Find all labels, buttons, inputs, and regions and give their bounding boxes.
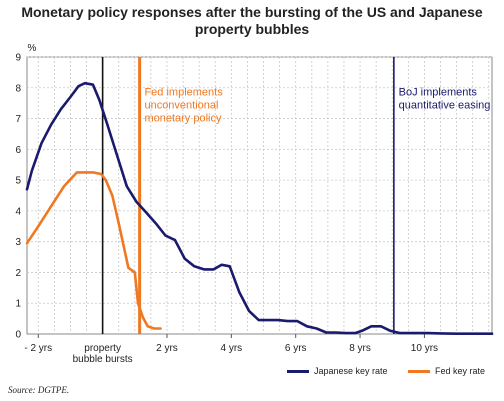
chart-title-line-2: property bubbles	[194, 21, 310, 37]
bubble-burst-label-0: property	[84, 343, 121, 354]
bubble-burst-label-1: bubble bursts	[73, 354, 133, 365]
legend-label-japanese: Japanese key rate	[314, 366, 388, 376]
legend-fed: Fed key rate	[408, 366, 485, 376]
x-tick-label-1: 2 yrs	[156, 343, 178, 354]
source-note: Source: DGTPE.	[8, 385, 70, 395]
chart-title-line-1: Monetary policy responses after the burs…	[21, 4, 483, 20]
y-tick-label-6: 6	[15, 145, 21, 156]
y-tick-label-1: 1	[15, 299, 21, 310]
annotation-0-line-1: unconventional	[144, 99, 218, 111]
legend-swatch-japanese	[287, 369, 309, 373]
x-tick-label-0: - 2 yrs	[24, 343, 52, 354]
y-tick-label-0: 0	[15, 330, 21, 341]
y-axis-unit: %	[28, 43, 37, 54]
y-tick-label-4: 4	[15, 206, 21, 217]
plot-area	[26, 56, 493, 335]
annotation-0-line-0: Fed implements	[144, 86, 223, 98]
x-tick-label-3: 6 yrs	[285, 343, 307, 354]
y-tick-label-8: 8	[15, 83, 21, 94]
y-tick-label-2: 2	[15, 268, 21, 279]
chart-title: Monetary policy responses after the burs…	[0, 4, 504, 38]
y-tick-label-3: 3	[15, 237, 21, 248]
annotation-1-line-1: quantitative easing	[399, 99, 491, 111]
series-line-fed	[25, 171, 162, 330]
x-tick-label-5: 10 yrs	[411, 343, 438, 354]
y-tick-label-9: 9	[15, 53, 21, 64]
annotation-0-line-2: monetary policy	[144, 112, 222, 124]
y-tick-label-7: 7	[15, 114, 21, 125]
series-line-japanese	[25, 81, 494, 336]
legend-japanese: Japanese key rate	[287, 366, 388, 376]
legend-label-fed: Fed key rate	[435, 366, 486, 376]
x-tick-label-2: 4 yrs	[221, 343, 243, 354]
x-tick-label-4: 8 yrs	[349, 343, 371, 354]
legend-swatch-fed	[408, 369, 430, 373]
annotation-1-line-0: BoJ implements	[399, 86, 478, 98]
y-tick-label-5: 5	[15, 176, 21, 187]
